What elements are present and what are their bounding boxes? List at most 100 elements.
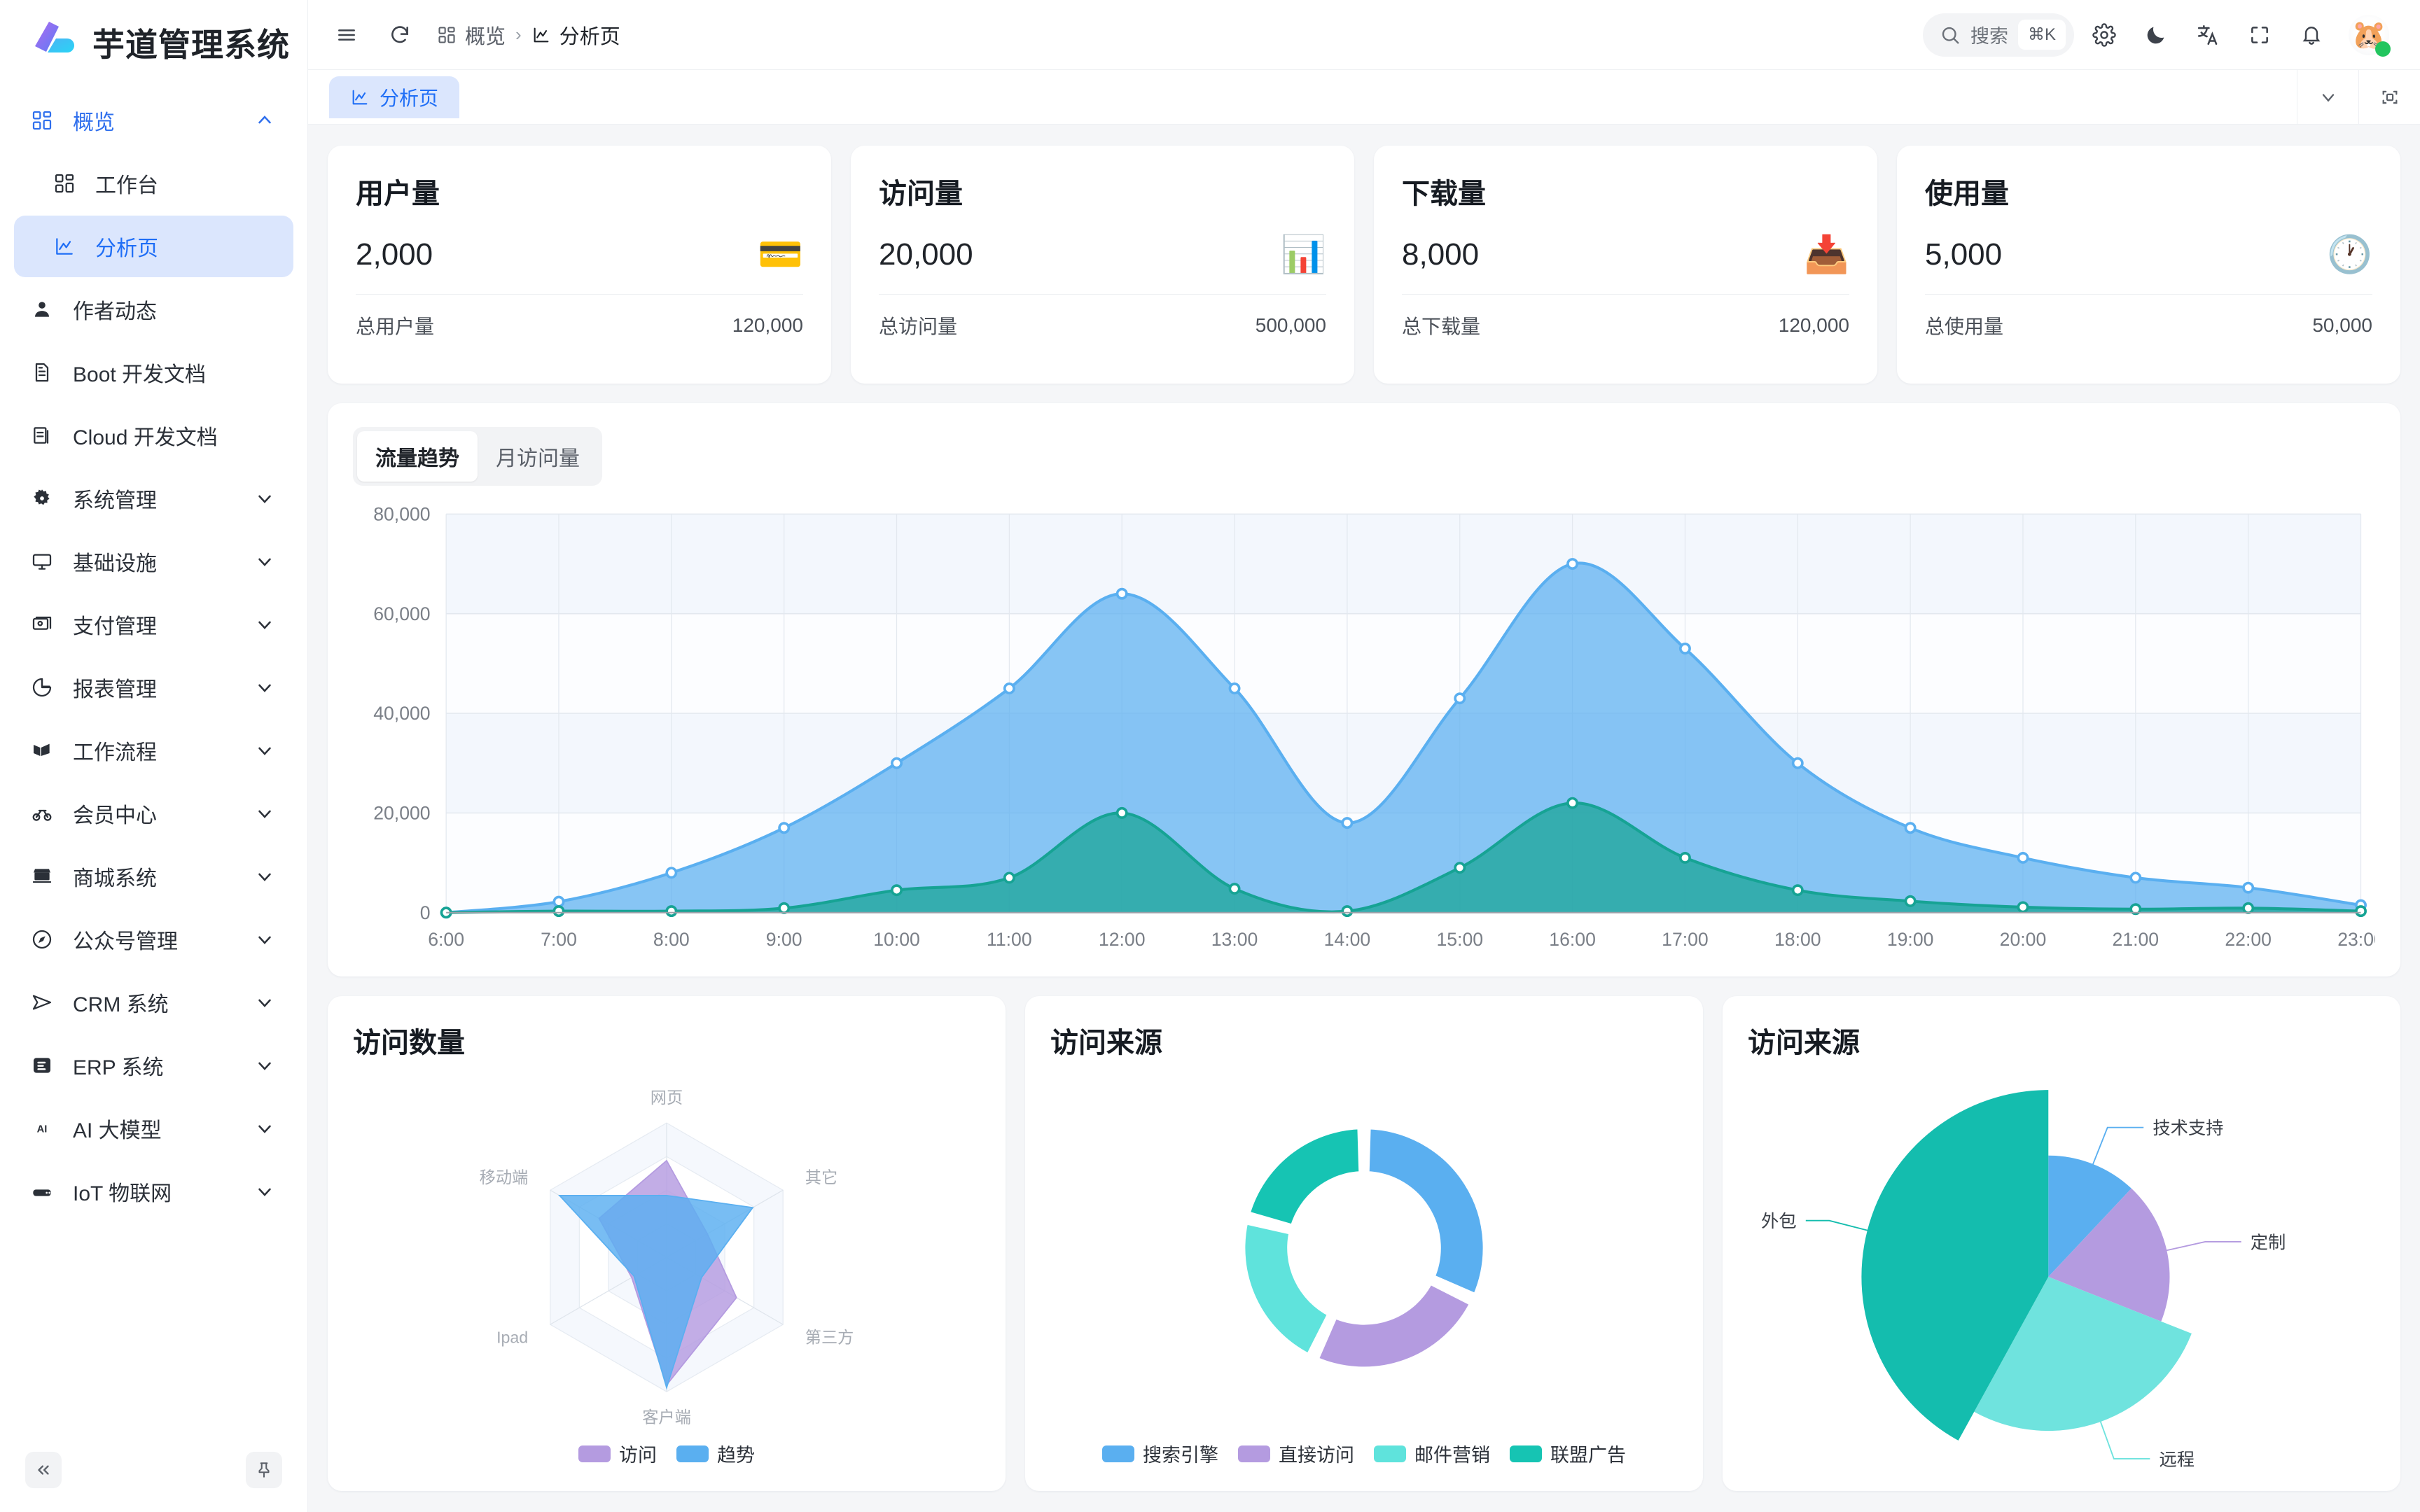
chevron-down-icon[interactable] (253, 866, 277, 887)
refresh-icon[interactable] (384, 19, 416, 51)
sidebar-item-15[interactable]: ERP 系统 (14, 1035, 293, 1096)
gear-icon[interactable] (2082, 13, 2126, 57)
sidebar-item-17[interactable]: IoT 物联网 (14, 1161, 293, 1222)
sidebar-item-16[interactable]: AI AI 大模型 (14, 1098, 293, 1159)
svg-text:网页: 网页 (651, 1088, 683, 1107)
pie-icon (31, 676, 62, 699)
legend-swatch (676, 1445, 709, 1462)
chevron-down-icon[interactable] (253, 1118, 277, 1139)
breadcrumb-item-overview[interactable]: 概览 (437, 20, 506, 50)
app-logo[interactable]: 芋道管理系统 (0, 0, 307, 85)
svg-text:远程: 远程 (2159, 1450, 2195, 1467)
legend-item[interactable]: 趋势 (676, 1440, 755, 1467)
sidebar-menu: 概览 工作台 分析页 作者动态 Boot 开发文档 Cloud 开发文档系统管理 基础设施支… (0, 85, 307, 1512)
tab-traffic-trend[interactable]: 流量趋势 (357, 431, 478, 482)
svg-text:22:00: 22:00 (2225, 929, 2272, 950)
sidebar-item-12[interactable]: 商城系统 (14, 846, 293, 907)
legend-item[interactable]: 访问 (578, 1440, 657, 1467)
chevron-down-icon[interactable] (253, 1181, 277, 1202)
sidebar-item-10[interactable]: 工作流程 (14, 720, 293, 781)
sidebar-item-label: 公众号管理 (73, 930, 178, 953)
chart-icon (531, 25, 551, 45)
bike-icon (31, 802, 62, 825)
breadcrumb-item-analysis[interactable]: 分析页 (531, 20, 620, 50)
chevron-down-icon[interactable] (253, 677, 277, 698)
svg-text:9:00: 9:00 (766, 929, 802, 950)
chevron-down-icon[interactable] (253, 614, 277, 635)
sidebar-item-5[interactable]: Cloud 开发文档 (14, 405, 293, 466)
moon-icon[interactable] (2134, 13, 2178, 57)
legend-label: 联盟广告 (1550, 1445, 1626, 1466)
svg-text:40,000: 40,000 (373, 703, 430, 724)
sidebar-item-14[interactable]: CRM 系统 (14, 972, 293, 1033)
tab-analysis[interactable]: 分析页 (329, 76, 460, 118)
chevron-down-icon[interactable] (253, 929, 277, 950)
stat-card-2: 下载量 8,000 📥 总下载量 120,000 (1374, 146, 1877, 384)
legend-swatch (1374, 1445, 1406, 1462)
svg-text:13:00: 13:00 (1211, 929, 1258, 950)
wallet-icon (31, 613, 62, 636)
bottom-chart-row: 访问数量 网页 其它 第三方 客户端 Ipad 移动端 访问 趋势 访问来源 搜索引擎 直接访… (328, 996, 2400, 1491)
collapse-sidebar-button[interactable] (25, 1452, 62, 1488)
stat-total-value: 120,000 (1778, 314, 1849, 336)
legend-item[interactable]: 直接访问 (1238, 1440, 1354, 1467)
stat-total-value: 120,000 (732, 314, 803, 336)
sidebar-item-1[interactable]: 工作台 (14, 153, 293, 214)
top-header: 概览 › 分析页 搜索 ⌘K (308, 0, 2420, 70)
sidebar-item-label: IoT 物联网 (73, 1182, 172, 1205)
chevron-down-icon[interactable] (2297, 69, 2358, 125)
svg-text:20,000: 20,000 (373, 803, 430, 824)
chevron-up-icon[interactable] (253, 110, 277, 131)
svg-text:AI: AI (37, 1124, 48, 1135)
chevron-down-icon[interactable] (253, 740, 277, 761)
stat-value: 5,000 (1925, 237, 2003, 272)
sidebar-item-4[interactable]: Boot 开发文档 (14, 342, 293, 403)
main-area: 概览 › 分析页 搜索 ⌘K (308, 0, 2420, 1512)
sidebar-item-label: 报表管理 (73, 678, 157, 701)
legend-swatch (1510, 1445, 1542, 1462)
avatar[interactable]: 🐹 (2349, 14, 2391, 57)
sidebar-item-label: 会员中心 (73, 804, 157, 827)
card-title: 访问数量 (353, 1028, 465, 1059)
legend-label: 搜索引擎 (1143, 1445, 1218, 1466)
sidebar-item-6[interactable]: 系统管理 (14, 468, 293, 529)
chevron-down-icon[interactable] (253, 992, 277, 1013)
maximize-icon[interactable] (2358, 69, 2420, 125)
sidebar-item-9[interactable]: 报表管理 (14, 657, 293, 718)
chevron-down-icon[interactable] (253, 803, 277, 824)
translate-icon[interactable] (2186, 13, 2230, 57)
svg-text:8:00: 8:00 (653, 929, 690, 950)
sidebar-item-7[interactable]: 基础设施 (14, 531, 293, 592)
hamburger-icon[interactable] (331, 19, 363, 51)
bell-icon[interactable] (2290, 13, 2333, 57)
sidebar-item-2[interactable]: 分析页 (14, 216, 293, 277)
search-input[interactable]: 搜索 ⌘K (1922, 13, 2074, 57)
chevron-down-icon[interactable] (253, 488, 277, 509)
doc-icon (31, 361, 62, 384)
sidebar-item-label: Cloud 开发文档 (73, 426, 218, 449)
breadcrumb-separator: › (515, 24, 522, 45)
legend-item[interactable]: 联盟广告 (1510, 1440, 1626, 1467)
sidebar-item-8[interactable]: 支付管理 (14, 594, 293, 655)
expand-icon[interactable] (2238, 13, 2281, 57)
tab-monthly-visits[interactable]: 月访问量 (496, 447, 580, 470)
svg-text:14:00: 14:00 (1324, 929, 1371, 950)
chevron-down-icon[interactable] (253, 1055, 277, 1076)
sidebar-item-3[interactable]: 作者动态 (14, 279, 293, 340)
svg-text:10:00: 10:00 (873, 929, 920, 950)
chevron-down-icon[interactable] (253, 551, 277, 572)
pin-sidebar-button[interactable] (246, 1452, 282, 1488)
divider (1402, 294, 1849, 295)
sidebar-item-label: 工作流程 (73, 741, 157, 764)
breadcrumb-label: 概览 (465, 25, 506, 48)
grid-icon (53, 172, 84, 195)
visit-source-donut-card: 访问来源 搜索引擎 直接访问 邮件营销 联盟广告 (1025, 996, 1703, 1491)
sidebar-item-13[interactable]: 公众号管理 (14, 909, 293, 970)
sidebar-item-0[interactable]: 概览 (14, 90, 293, 151)
legend-item[interactable]: 搜索引擎 (1102, 1440, 1218, 1467)
stat-total-value: 50,000 (2312, 314, 2372, 336)
sidebar-item-11[interactable]: 会员中心 (14, 783, 293, 844)
sidebar-footer (0, 1428, 307, 1512)
stat-title: 下载量 (1402, 178, 1486, 209)
legend-item[interactable]: 邮件营销 (1374, 1440, 1490, 1467)
